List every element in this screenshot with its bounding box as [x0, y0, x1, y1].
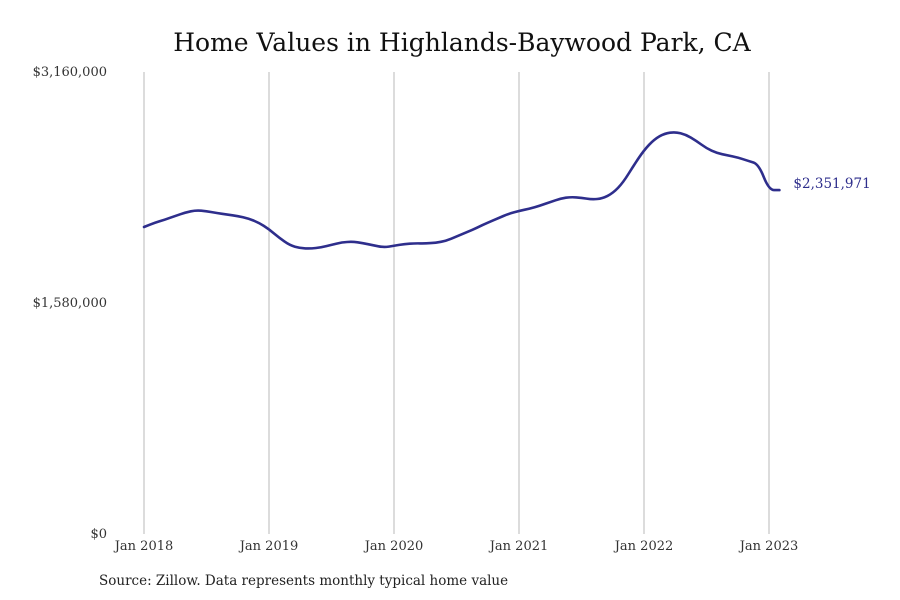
- x-tick-label: Jan 2023: [738, 539, 799, 554]
- x-tick-label: Jan 2019: [238, 539, 299, 554]
- chart-title: Home Values in Highlands-Baywood Park, C…: [173, 28, 751, 57]
- x-tick-label: Jan 2020: [363, 539, 424, 554]
- end-value-label: $2,351,971: [793, 176, 870, 192]
- x-tick-label: Jan 2018: [113, 539, 174, 554]
- x-gridlines: [143, 72, 770, 534]
- series-layer: [142, 131, 781, 250]
- x-tick-label: Jan 2022: [613, 539, 674, 554]
- y-tick-label: $3,160,000: [33, 65, 107, 80]
- x-tick-label: Jan 2021: [488, 539, 549, 554]
- y-tick-label: $0: [90, 527, 107, 542]
- x-axis-tick-labels: Jan 2018 Jan 2019 Jan 2020 Jan 2021 Jan 2022…: [113, 539, 799, 554]
- y-tick-label: $1,580,000: [33, 296, 107, 311]
- source-note: Source: Zillow. Data represents monthly …: [99, 573, 508, 589]
- series-line: [142, 131, 781, 250]
- y-axis-tick-labels: $0 $1,580,000 $3,160,000: [33, 65, 107, 542]
